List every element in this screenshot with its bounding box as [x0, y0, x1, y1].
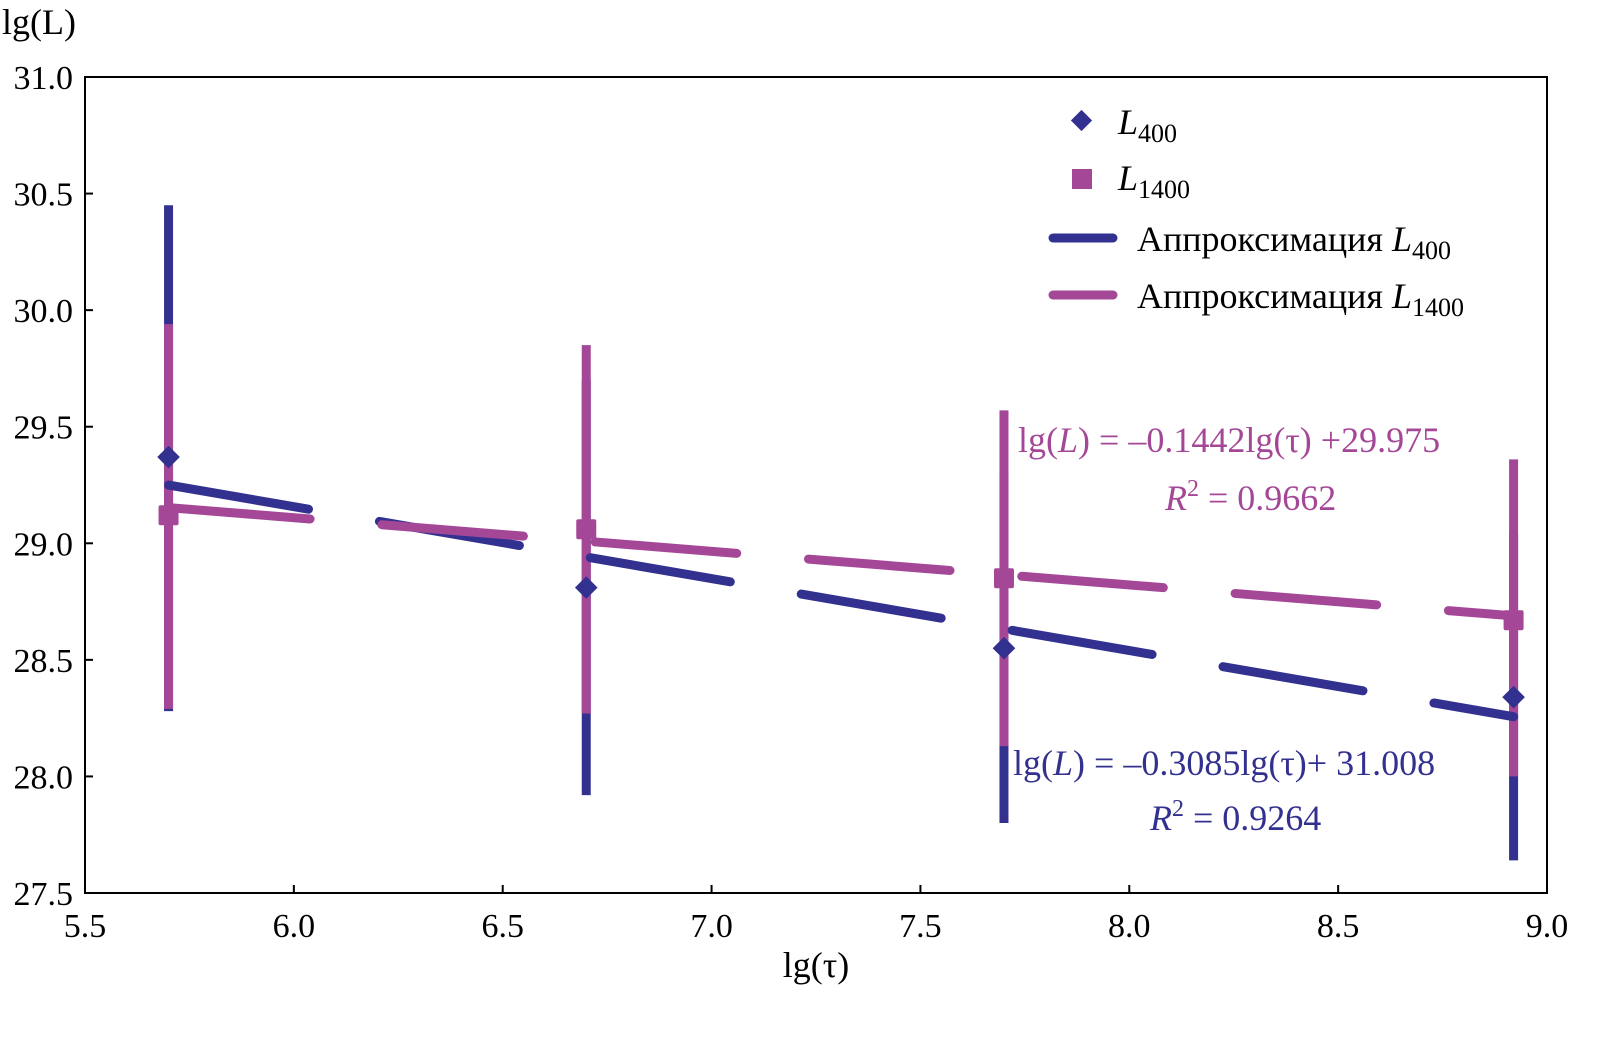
- y-tick-label: 27.5: [14, 876, 74, 913]
- legend: L400 L1400 Аппроксимация L400 Аппроксимация…: [1048, 102, 1464, 322]
- data-point-diamond: [157, 445, 180, 469]
- data-point-square: [993, 568, 1014, 589]
- legend-marker-diamond: [1070, 109, 1093, 132]
- y-tick-label: 28.0: [14, 759, 74, 796]
- y-tick-label: 28.5: [14, 643, 74, 680]
- legend-label: L400: [1117, 102, 1177, 148]
- equations: lg(L) = –0.1442lg(τ) +29.975 R2 = 0.9662 l…: [1013, 420, 1440, 838]
- y-tick-label: 30.5: [14, 177, 74, 214]
- x-tick-label: 6.0: [273, 908, 316, 945]
- y-tick-label: 29.0: [14, 526, 74, 563]
- data-point-square: [1503, 610, 1524, 631]
- x-tick-label: 6.5: [481, 908, 524, 945]
- x-tick-label: 9.0: [1526, 908, 1569, 945]
- x-tick-label: 5.5: [64, 908, 107, 945]
- data-point-square: [576, 519, 597, 540]
- equation-l1400: lg(L) = –0.1442lg(τ) +29.975: [1018, 420, 1440, 460]
- x-tick-label: 8.5: [1317, 908, 1360, 945]
- y-tick-label: 31.0: [14, 60, 74, 97]
- fit-line: [164, 503, 1519, 621]
- r2-l400: R2 = 0.9264: [1149, 796, 1321, 838]
- plot-frame: [84, 76, 1548, 894]
- x-tick-label: 7.0: [690, 908, 733, 945]
- legend-label: Аппроксимация L400: [1137, 219, 1451, 265]
- data-point-diamond: [1502, 685, 1525, 709]
- legend-marker-square: [1072, 169, 1092, 189]
- fit-lines: [164, 480, 1519, 722]
- y-tick-label: 30.0: [14, 293, 74, 330]
- x-axis-label: lg(τ): [783, 945, 849, 985]
- axes: 5.5 6.0 6.5 7.0 7.5 8.0 8.5 9.0 27.5 28.0 28.5 29.0…: [2, 2, 1568, 985]
- y-tick-label: 29.5: [14, 410, 74, 447]
- r2-l1400: R2 = 0.9662: [1164, 476, 1336, 518]
- data-point-square: [158, 505, 179, 526]
- data-point-diamond: [574, 576, 598, 599]
- y-axis-label: lg(L): [2, 2, 76, 42]
- x-tick-label: 8.0: [1108, 908, 1151, 945]
- equation-l400: lg(L) = –0.3085lg(τ)+ 31.008: [1013, 743, 1435, 783]
- data-point-diamond: [992, 636, 1016, 660]
- legend-label: Аппроксимация L1400: [1137, 276, 1464, 322]
- x-tick-label: 7.5: [899, 908, 942, 945]
- legend-label: L1400: [1117, 158, 1190, 204]
